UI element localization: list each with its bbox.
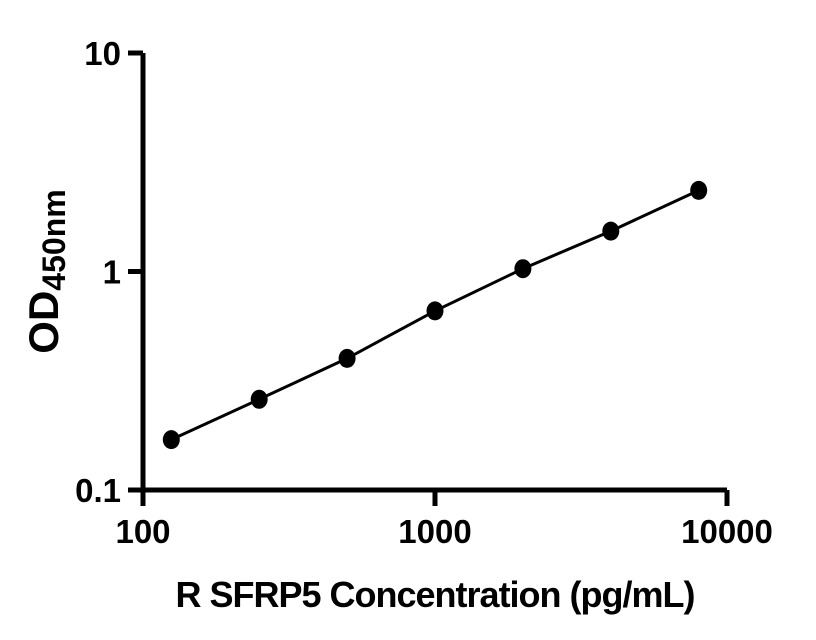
y-axis-title: OD450nm xyxy=(20,189,72,353)
x-tick-label: 10000 xyxy=(681,513,773,550)
x-tick-label: 1000 xyxy=(398,513,471,550)
data-point xyxy=(162,430,180,450)
data-point xyxy=(690,180,708,200)
axes-spine xyxy=(140,53,727,493)
y-axis-title-subscript: 450nm xyxy=(36,189,72,290)
data-point xyxy=(338,348,356,368)
data-point xyxy=(602,221,620,241)
y-tick-label: 0.1 xyxy=(75,472,121,509)
data-point xyxy=(250,389,268,409)
y-tick-label: 10 xyxy=(84,35,121,72)
y-tick-label: 1 xyxy=(103,254,121,291)
y-axis-title-main: OD xyxy=(20,291,67,354)
data-point xyxy=(426,301,444,321)
x-axis-title: R SFRP5 Concentration (pg/mL) xyxy=(176,574,695,615)
data-point xyxy=(514,259,532,279)
x-tick-label: 100 xyxy=(115,513,170,550)
